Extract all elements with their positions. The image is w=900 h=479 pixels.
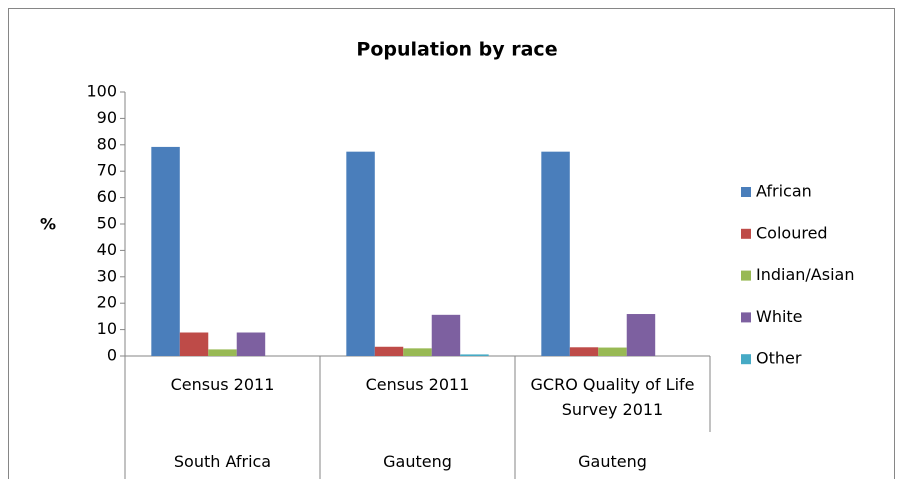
legend-label: White [756, 307, 803, 326]
y-axis-label: % [40, 215, 56, 234]
x-group-label: South Africa [173, 452, 272, 471]
y-tick-label: 80 [97, 134, 117, 153]
y-tick-label: 0 [107, 346, 117, 365]
legend-label: Coloured [756, 223, 828, 242]
y-tick-label: 40 [97, 240, 117, 259]
bar [208, 349, 237, 356]
bar [598, 347, 627, 356]
legend-swatch [741, 312, 751, 323]
y-tick-label: 10 [97, 319, 117, 338]
bar [179, 332, 209, 356]
bar [403, 348, 432, 356]
bar [569, 347, 599, 356]
y-tick-label: 60 [97, 187, 117, 206]
x-tick-label: Census 2011 [365, 375, 470, 394]
x-tick-label: GCRO Quality of Life Survey 2011 [530, 375, 695, 419]
bar [236, 332, 266, 356]
bar [626, 314, 656, 356]
x-group-label: Gauteng [578, 452, 647, 471]
y-tick-label: 90 [97, 108, 117, 127]
chart-border [8, 8, 895, 479]
x-group-label: Gauteng [383, 452, 452, 471]
x-tick-label: Census 2011 [170, 375, 275, 394]
legend-label: Other [756, 349, 802, 368]
legend-label: African [756, 182, 812, 201]
legend-swatch [741, 228, 751, 239]
bar [431, 314, 461, 356]
chart-title: Population by race [356, 39, 557, 61]
bar [151, 146, 180, 356]
y-tick-label: 50 [97, 214, 117, 233]
y-tick-label: 30 [97, 266, 117, 285]
legend-swatch [741, 187, 751, 197]
y-tick-label: 20 [97, 293, 117, 312]
bar [541, 151, 570, 356]
y-tick-label: 100 [86, 82, 117, 101]
bar [460, 354, 489, 356]
legend-label: Indian/Asian [756, 265, 854, 284]
bar [346, 151, 375, 356]
legend-swatch [741, 354, 751, 365]
y-tick-label: 70 [97, 161, 117, 180]
bar [374, 346, 404, 356]
legend-swatch [741, 270, 751, 281]
